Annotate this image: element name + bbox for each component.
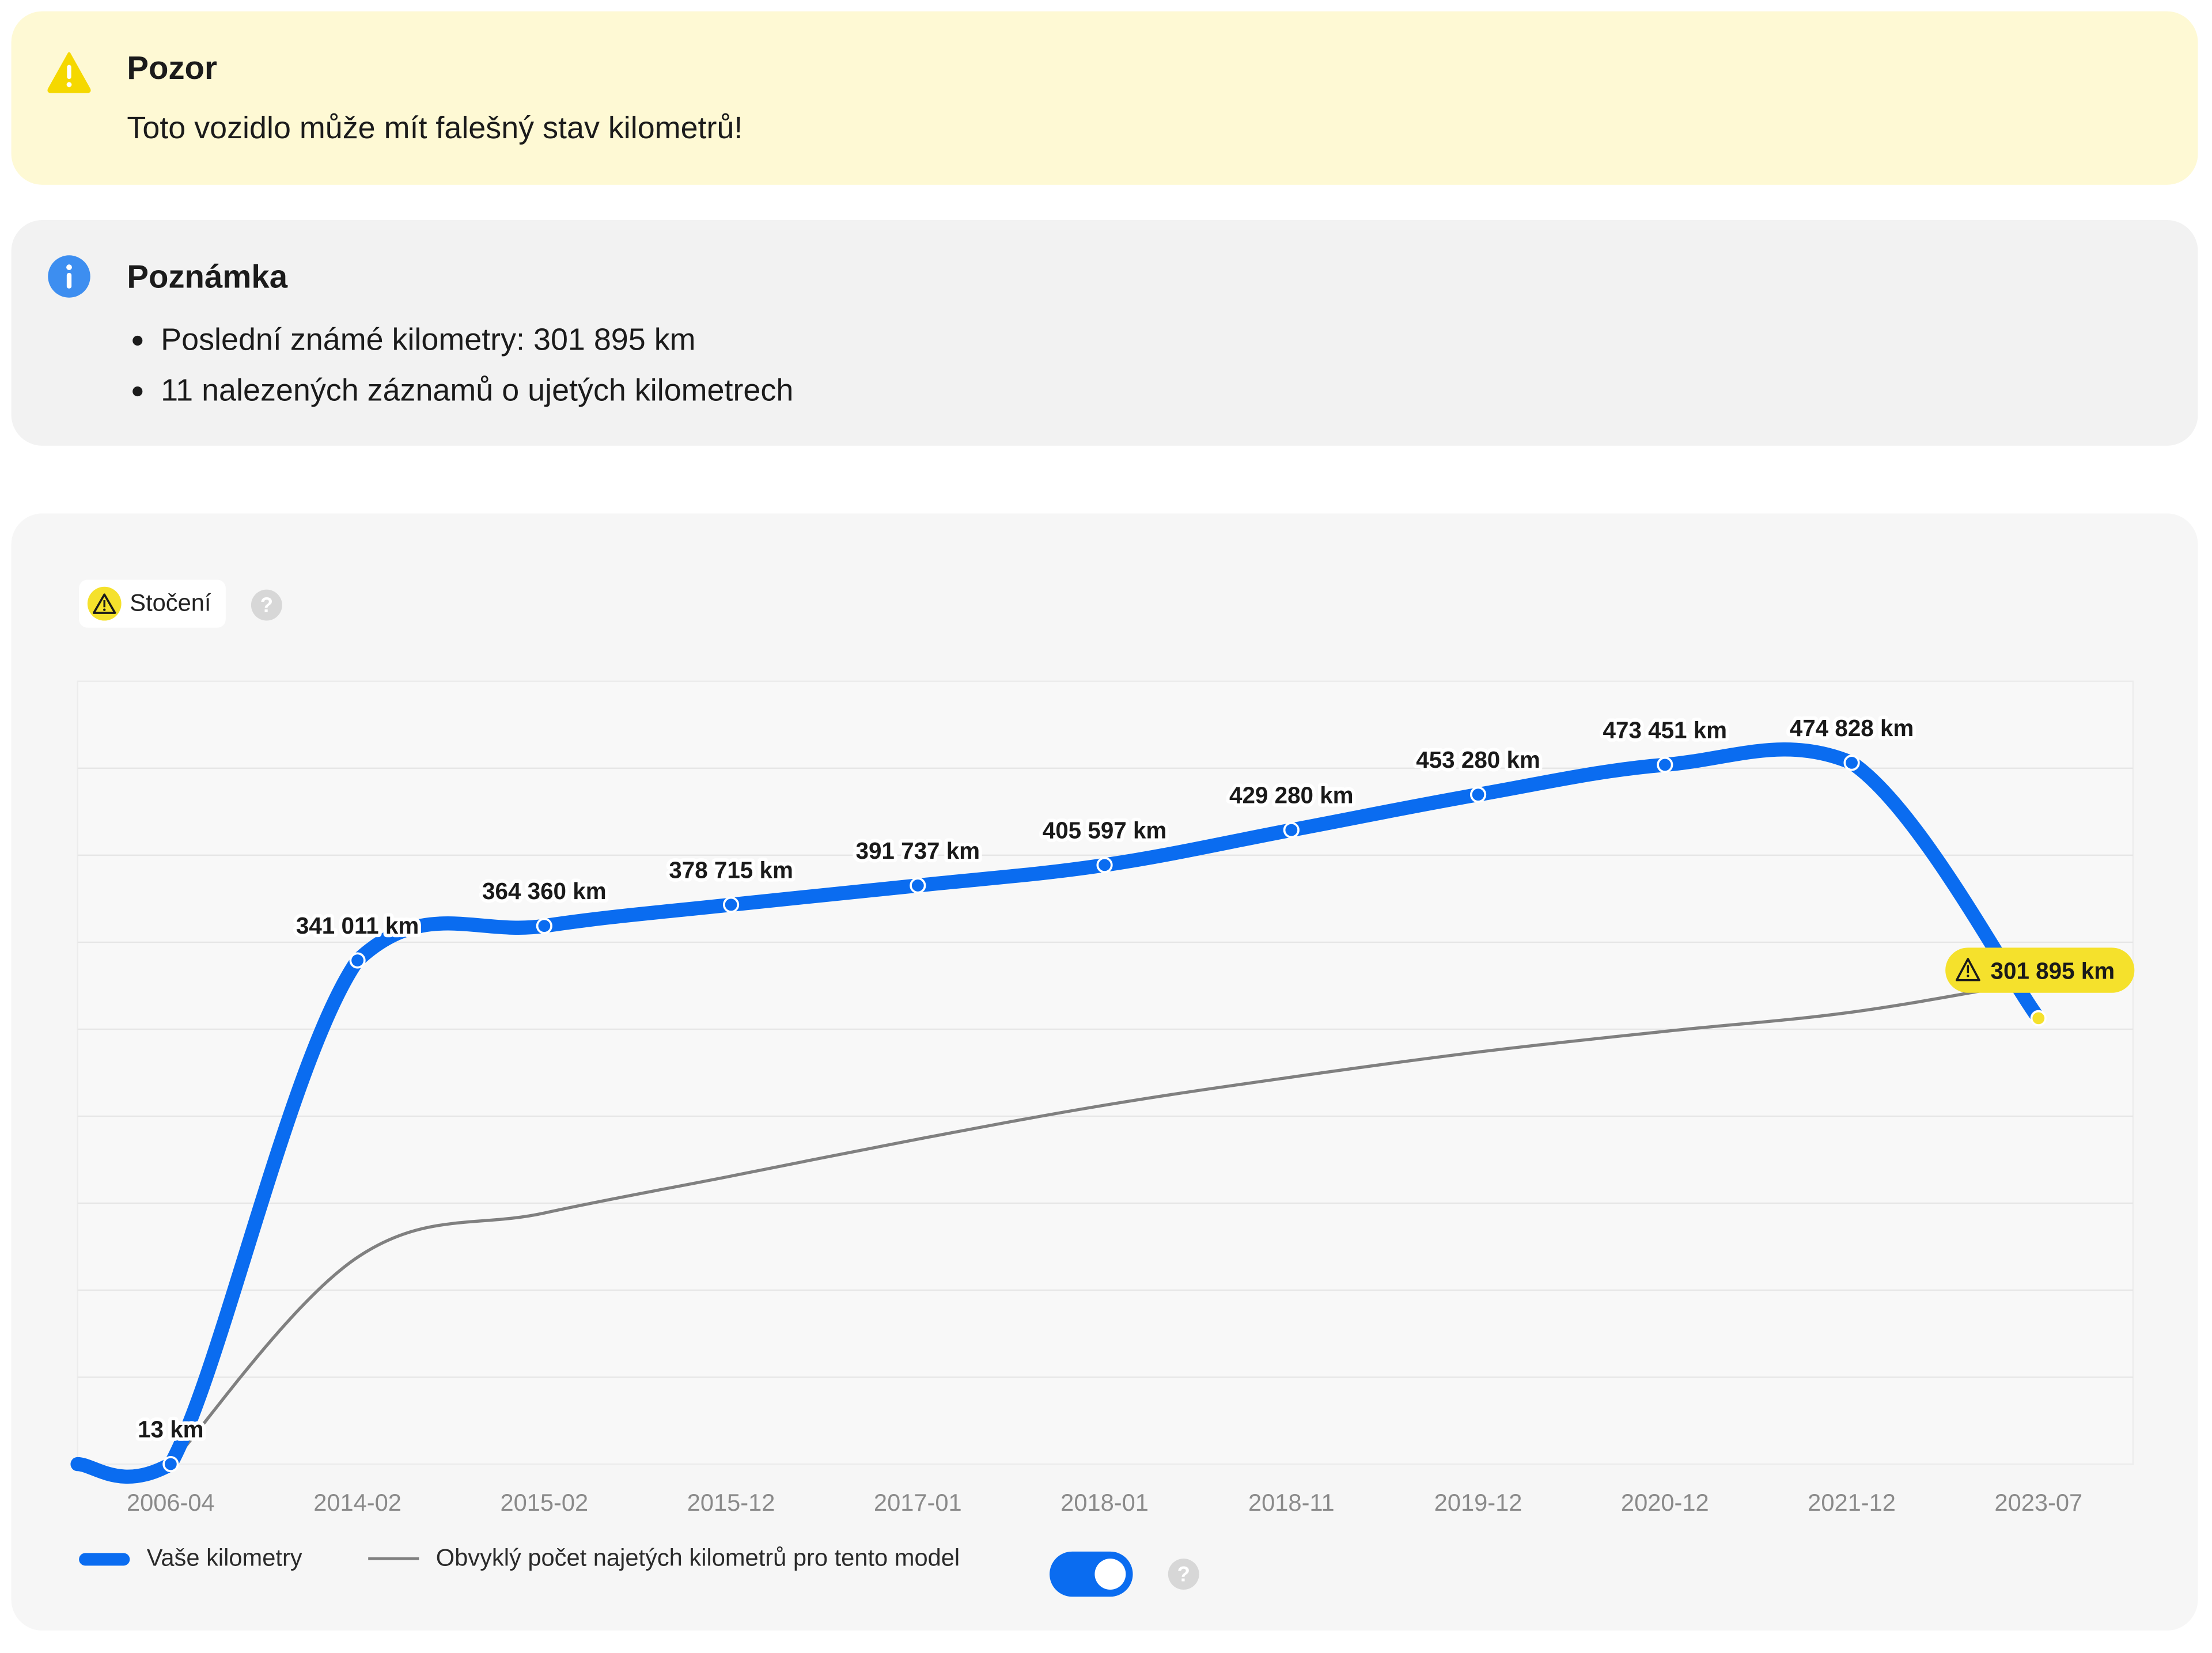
warning-alert: Pozor Toto vozidlo může mít falešný stav… (11, 11, 2198, 185)
data-label: 13 km (138, 1416, 204, 1442)
data-label: 341 011 km (296, 912, 419, 939)
x-tick-label: 2017-01 (874, 1489, 962, 1516)
x-tick-label: 2018-11 (1248, 1489, 1335, 1516)
data-label: 474 828 km (1790, 715, 1914, 741)
your-mileage-line (70, 742, 2046, 1484)
warning-text: Toto vozidlo může mít falešný stav kilom… (127, 110, 743, 146)
legend-swatch-typical (368, 1557, 419, 1560)
note-item: 11 nalezených záznamů o ujetých kilometr… (130, 365, 793, 416)
legend-swatch-mine (79, 1552, 130, 1565)
x-tick-label: 2020-12 (1621, 1489, 1709, 1516)
x-tick-label: 2015-12 (687, 1489, 775, 1516)
data-label: 301 895 km (1991, 957, 2115, 984)
question-icon[interactable]: ? (251, 589, 282, 621)
data-label: 364 360 km (482, 878, 607, 904)
data-point[interactable] (1283, 822, 1300, 839)
data-point[interactable] (1843, 755, 1860, 771)
rollback-tag-label: Stočení (130, 589, 211, 617)
data-label: 391 737 km (856, 837, 980, 864)
warning-title: Pozor (127, 49, 217, 86)
data-point[interactable] (1469, 786, 1487, 803)
warning-triangle-icon (1955, 958, 1980, 981)
legend-typical-label: Obvyklý počet najetých kilometrů pro ten… (435, 1544, 960, 1572)
typical-mileage-line (169, 968, 2131, 1465)
warning-triangle-icon (47, 52, 91, 93)
question-icon[interactable]: ? (1168, 1559, 1199, 1590)
data-label: 405 597 km (1043, 817, 1167, 843)
data-point[interactable] (2030, 1010, 2047, 1026)
note-panel: Poznámka Poslední známé kilometry: 301 8… (11, 220, 2198, 446)
x-tick-label: 2015-02 (500, 1489, 588, 1516)
x-tick-label: 2006-04 (127, 1489, 215, 1516)
data-point[interactable] (349, 952, 366, 969)
note-list: Poslední známé kilometry: 301 895 km 11 … (130, 314, 793, 416)
data-point[interactable] (910, 877, 926, 894)
x-tick-label: 2014-02 (313, 1489, 402, 1516)
x-tick-label: 2023-07 (1994, 1489, 2082, 1516)
data-label: 378 715 km (669, 856, 793, 883)
x-tick-label: 2019-12 (1434, 1489, 1522, 1516)
data-point[interactable] (1096, 856, 1113, 873)
data-label: 473 451 km (1603, 716, 1728, 743)
data-point[interactable] (162, 1455, 179, 1473)
x-tick-label: 2021-12 (1808, 1489, 1896, 1516)
x-tick-label: 2018-01 (1060, 1489, 1149, 1516)
flagged-value-badge: 301 895 km (1945, 947, 2135, 993)
info-icon (48, 255, 90, 298)
data-label: 429 280 km (1229, 782, 1354, 809)
data-label: 453 280 km (1416, 746, 1540, 773)
rollback-tag[interactable]: Stočení (79, 579, 225, 628)
typical-line-toggle[interactable] (1050, 1551, 1133, 1597)
data-point[interactable] (1657, 756, 1673, 773)
legend-mine: Vaše kilometry (79, 1545, 302, 1573)
data-point[interactable] (722, 896, 740, 913)
data-point[interactable] (536, 918, 552, 934)
warning-triangle-icon (87, 586, 122, 621)
legend-typical: Obvyklý počet najetých kilometrů pro ten… (368, 1545, 960, 1573)
legend-mine-label: Vaše kilometry (146, 1544, 302, 1572)
note-item: Poslední známé kilometry: 301 895 km (130, 314, 793, 365)
note-title: Poznámka (127, 258, 288, 295)
toggle-knob (1094, 1559, 1126, 1590)
plot-area (77, 680, 2134, 1465)
